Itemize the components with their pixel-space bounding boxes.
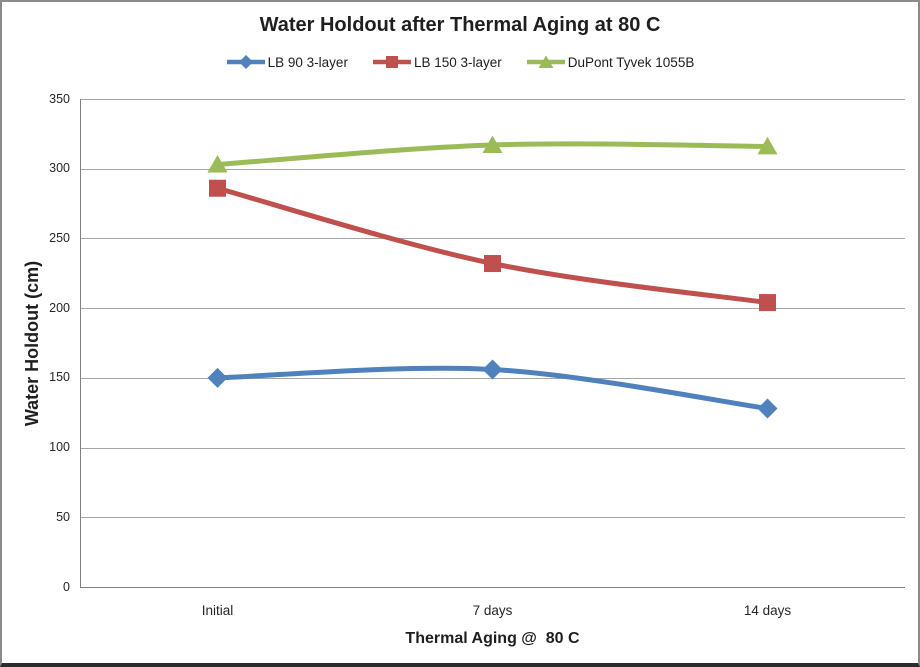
- x-tick-label: 14 days: [743, 603, 792, 618]
- y-tick-label: 300: [49, 161, 70, 176]
- x-tick-label: Initial: [201, 603, 234, 618]
- data-point-marker: [209, 179, 226, 197]
- legend-label: LB 150 3-layer: [413, 54, 502, 70]
- triangle-legend-marker-icon: [526, 55, 565, 68]
- data-point-marker: [484, 255, 501, 273]
- legend-item-3: DuPont Tyvek 1055B: [526, 54, 695, 70]
- legend-label: LB 90 3-layer: [267, 54, 348, 70]
- legend-item-2: LB 150 3-layer: [372, 54, 502, 70]
- diamond-legend-marker-icon: [226, 55, 265, 69]
- y-tick-label: 50: [56, 509, 70, 524]
- y-axis-title-text: Water Holdout (cm): [22, 260, 43, 426]
- data-point-marker: [482, 359, 503, 380]
- data-point-marker: [759, 294, 776, 312]
- data-point-marker: [482, 135, 503, 154]
- y-tick-label: 200: [49, 300, 70, 315]
- series-line-2: [215, 185, 770, 306]
- x-axis-title: Thermal Aging @ 80 C: [405, 630, 580, 647]
- legend-item-1: LB 90 3-layer: [226, 54, 348, 70]
- data-point-marker: [207, 155, 228, 173]
- y-tick-label: 0: [63, 579, 70, 594]
- y-tick-label: 350: [49, 91, 70, 106]
- y-tick-label: 250: [49, 230, 70, 245]
- legend-label: DuPont Tyvek 1055B: [567, 54, 695, 70]
- y-tick-label: 100: [49, 440, 70, 455]
- y-tick-label: 150: [49, 370, 70, 385]
- square-legend-marker-icon: [372, 56, 411, 68]
- chart-title: Water Holdout after Thermal Aging at 80 …: [259, 14, 661, 36]
- legend: LB 90 3-layer LB 150 3-layer DuPont Tyvek …: [2, 54, 918, 70]
- data-point-marker: [757, 136, 778, 155]
- data-point-marker: [207, 367, 228, 388]
- x-tick-label: 7 days: [472, 603, 513, 618]
- data-point-marker: [757, 398, 778, 419]
